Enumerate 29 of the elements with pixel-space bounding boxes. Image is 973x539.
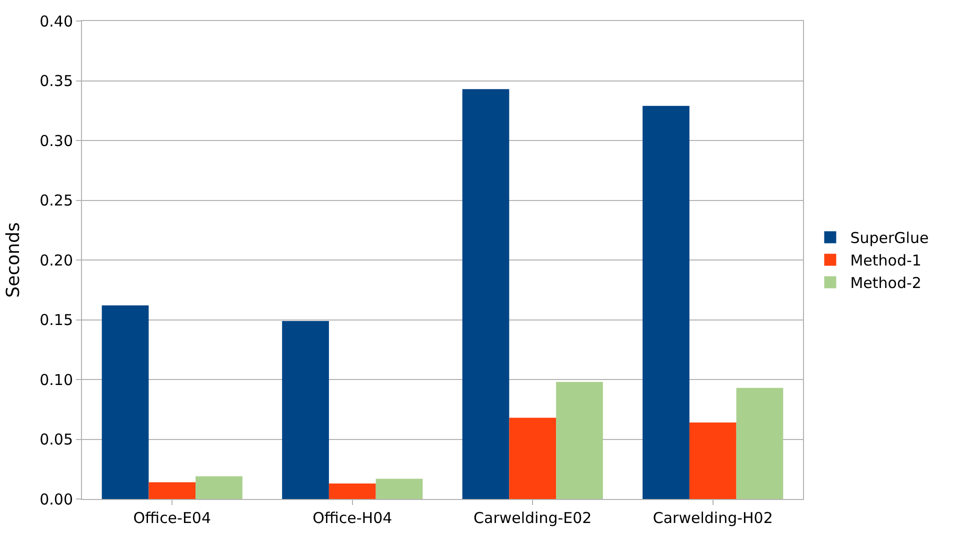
legend-label: Method-2 [850,274,922,292]
bar [736,388,784,499]
y-tick-label: 0.25 [40,192,73,210]
bar [689,422,736,499]
y-tick-label: 0.20 [40,251,73,270]
bar [376,478,423,499]
bar [282,320,329,499]
y-tick-label: 0.10 [40,370,73,389]
bar [509,418,556,499]
x-tick-label: Carwelding-E02 [474,509,592,527]
legend-label: Method-1 [850,252,922,270]
y-tick-label: 0.30 [40,132,73,150]
y-axis-title: Seconds [2,222,24,298]
y-tick-label: 0.35 [40,72,73,90]
bar [462,89,510,499]
bar [102,305,149,499]
x-tick-label: Carwelding-H02 [652,509,773,527]
bar [196,476,242,499]
x-tick-label: Office-E04 [133,509,212,527]
bar [556,382,603,499]
legend-label: SuperGlue [850,229,929,248]
bar [328,483,376,499]
bar [642,106,690,499]
y-tick-label: 0.15 [40,311,73,329]
y-tick-label: 0.40 [40,12,73,30]
bar [148,482,196,499]
y-tick-label: 0.05 [40,430,73,448]
x-tick-label: Office-H04 [312,509,392,527]
y-tick-label: 0.00 [40,490,73,508]
